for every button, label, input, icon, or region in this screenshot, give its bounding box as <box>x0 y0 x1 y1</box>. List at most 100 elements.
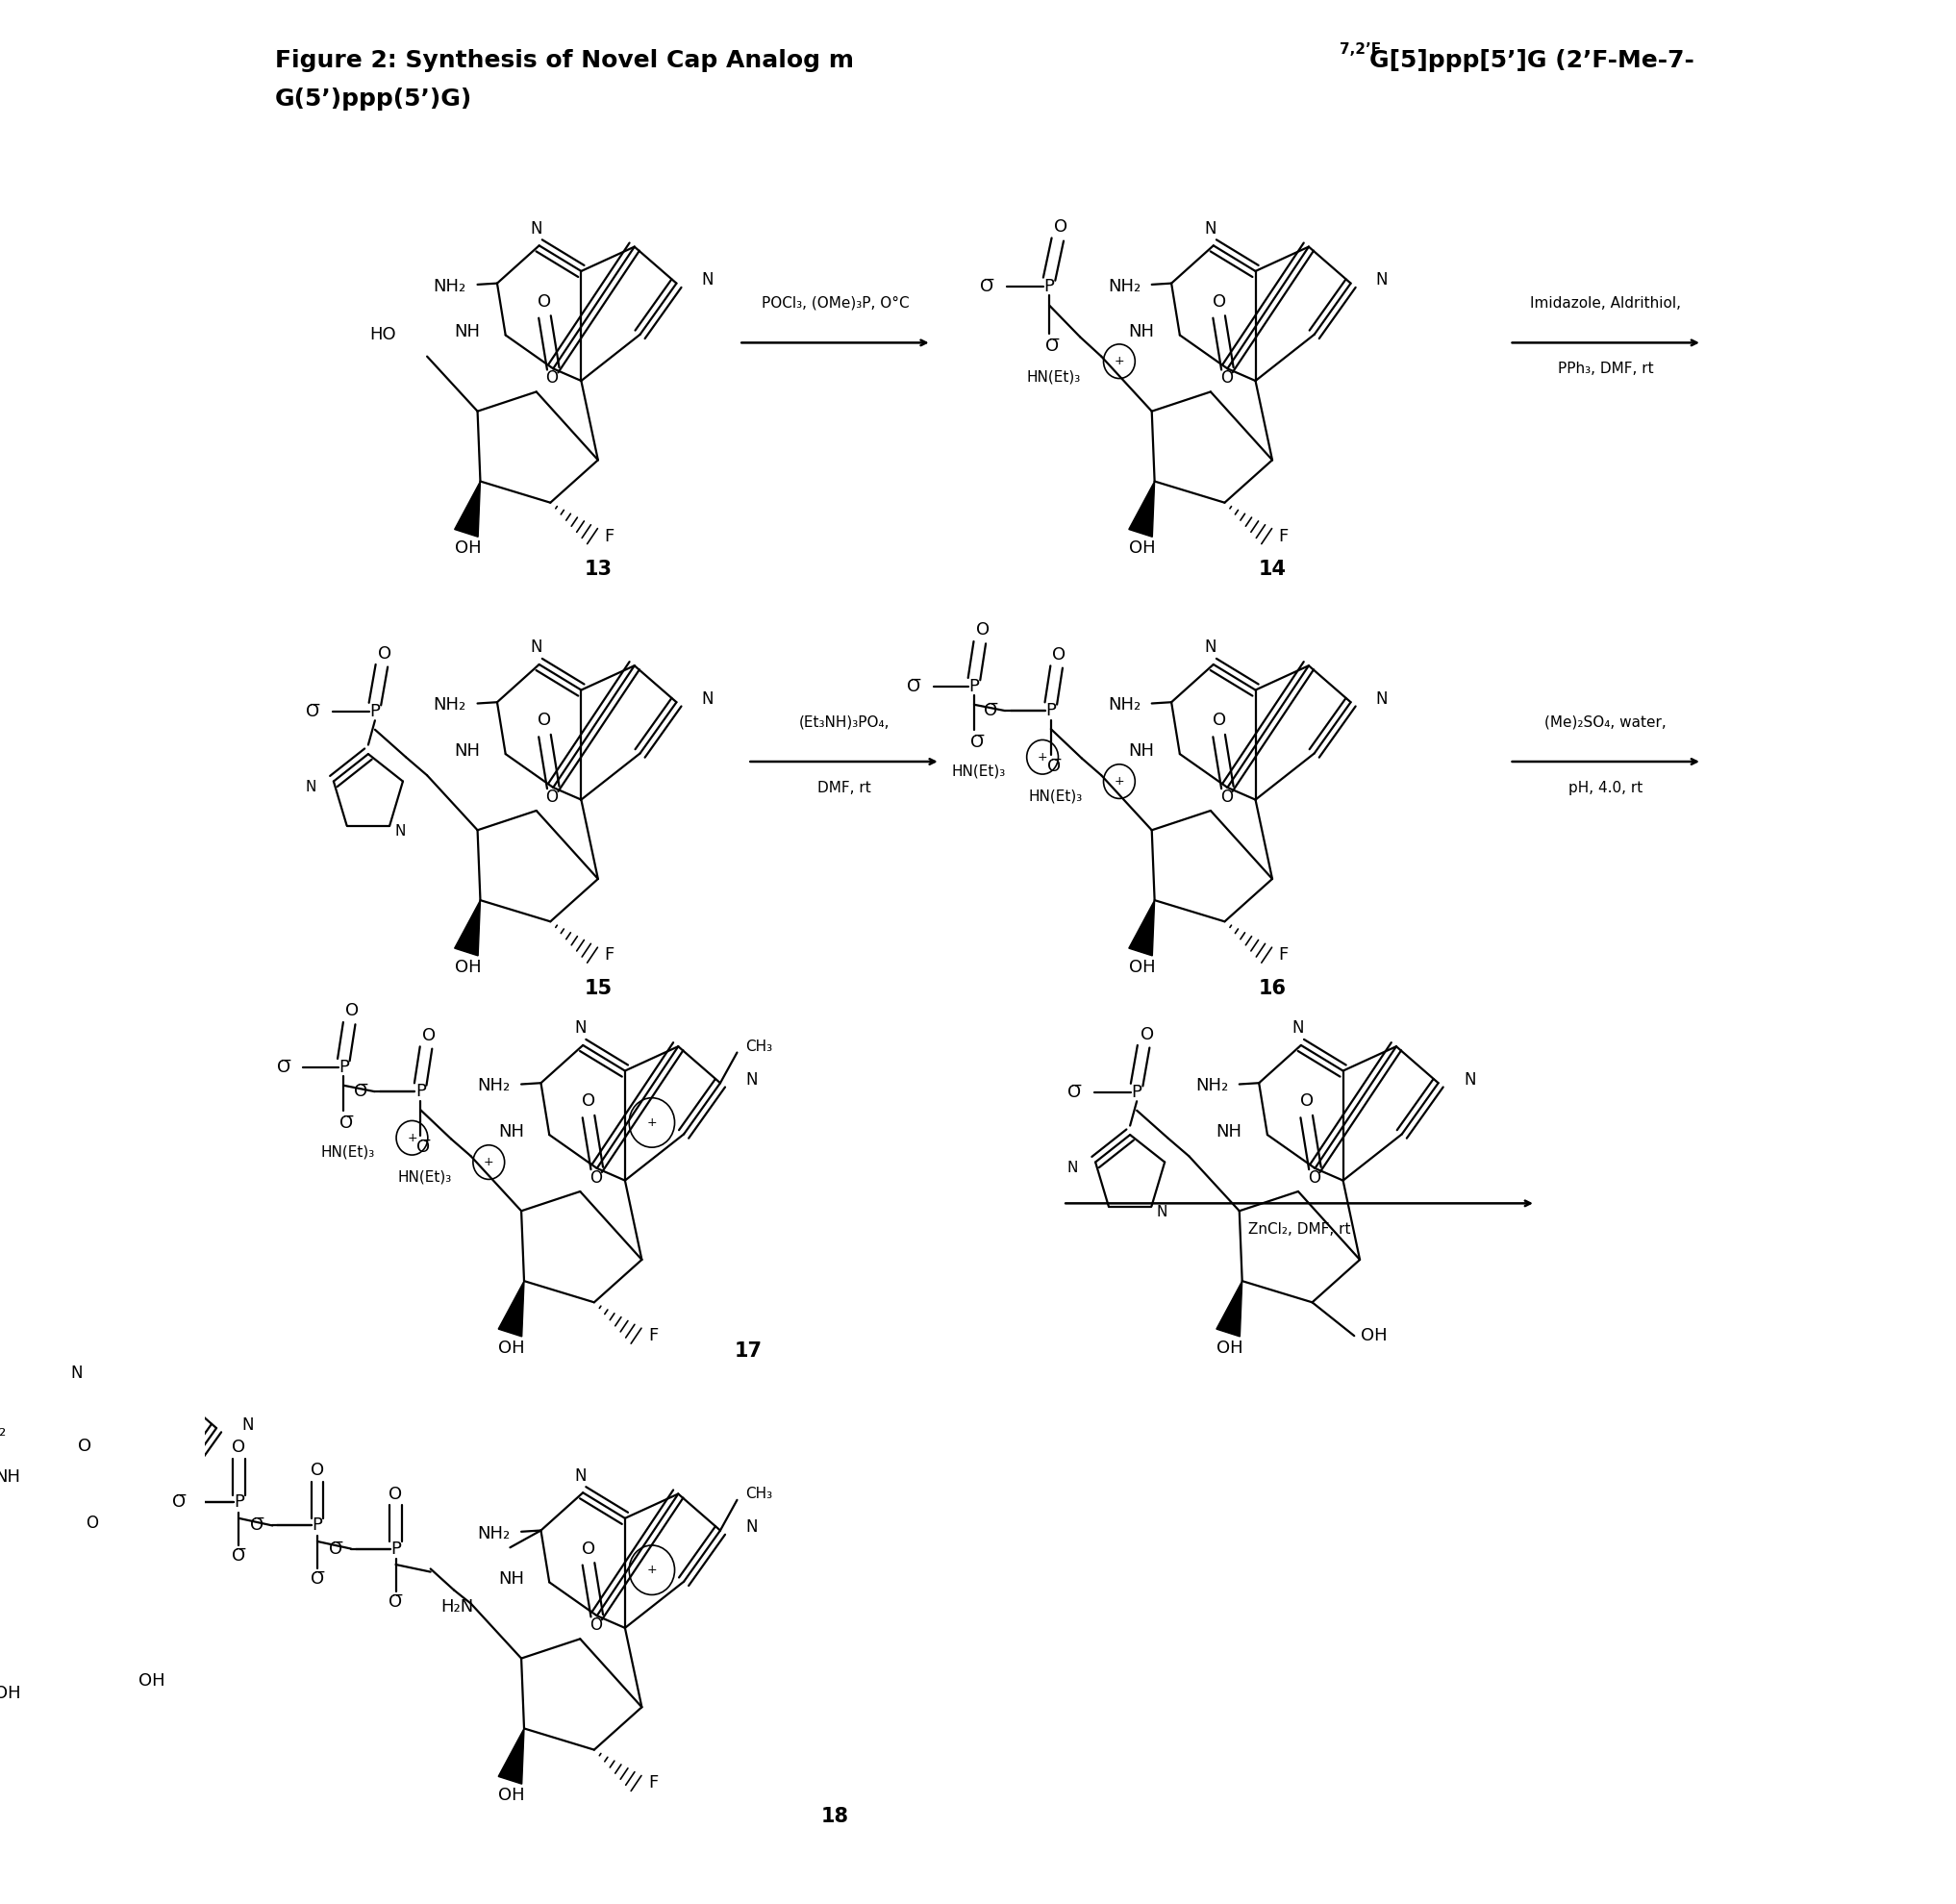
Text: F: F <box>1279 527 1289 545</box>
Text: N: N <box>1205 219 1217 238</box>
Text: N: N <box>745 1072 757 1089</box>
Text: N: N <box>305 781 317 794</box>
Text: O̅: O̅ <box>233 1548 246 1565</box>
Text: F: F <box>1279 946 1289 963</box>
Text: +: + <box>647 1563 657 1577</box>
Text: HN(Et)₃: HN(Et)₃ <box>1029 788 1082 803</box>
Text: O: O <box>1213 293 1226 310</box>
Text: NH₂: NH₂ <box>0 1422 6 1439</box>
Text: N: N <box>1293 1019 1305 1038</box>
Text: HN(Et)₃: HN(Et)₃ <box>321 1144 376 1160</box>
Text: P: P <box>1046 703 1056 720</box>
Text: N: N <box>1205 638 1217 657</box>
Text: N: N <box>702 272 714 289</box>
Text: N: N <box>530 219 542 238</box>
Text: O̅: O̅ <box>970 733 984 750</box>
Text: O: O <box>1213 712 1226 729</box>
Text: NH₂: NH₂ <box>1195 1078 1228 1095</box>
Text: O̅: O̅ <box>1045 337 1058 354</box>
Text: NH: NH <box>499 1123 524 1140</box>
Text: P: P <box>968 678 980 695</box>
Text: 18: 18 <box>822 1807 849 1826</box>
Text: pH, 4.0, rt: pH, 4.0, rt <box>1569 781 1643 796</box>
Text: NH: NH <box>1129 743 1154 760</box>
Text: NH₂: NH₂ <box>477 1525 511 1542</box>
Text: ZnCl₂, DMF, rt: ZnCl₂, DMF, rt <box>1248 1222 1350 1238</box>
Text: O: O <box>589 1616 602 1634</box>
Text: P: P <box>1133 1083 1142 1101</box>
Text: N: N <box>395 824 405 838</box>
Text: P: P <box>313 1517 323 1535</box>
Text: POCl₃, (OMe)₃P, O°C: POCl₃, (OMe)₃P, O°C <box>761 295 910 310</box>
Text: NH₂: NH₂ <box>434 278 466 295</box>
Text: O: O <box>1221 369 1232 387</box>
Text: NH₂: NH₂ <box>1107 278 1140 295</box>
Text: NH: NH <box>499 1571 524 1588</box>
Text: O̅: O̅ <box>305 703 319 720</box>
Text: N: N <box>702 691 714 708</box>
Text: OH: OH <box>139 1672 164 1689</box>
Text: N: N <box>243 1417 254 1434</box>
Text: NH: NH <box>454 743 481 760</box>
Text: N: N <box>1463 1072 1475 1089</box>
Text: O̅: O̅ <box>354 1083 368 1101</box>
Text: 7,2’F: 7,2’F <box>1340 42 1381 57</box>
Text: O: O <box>976 621 990 640</box>
Text: DMF, rt: DMF, rt <box>818 781 870 796</box>
Text: O̅: O̅ <box>311 1571 325 1588</box>
Text: OH: OH <box>0 1685 22 1702</box>
Text: O: O <box>1221 788 1232 805</box>
Text: HO: HO <box>370 326 397 345</box>
Text: +: + <box>1115 354 1125 367</box>
Text: O: O <box>378 645 391 663</box>
Text: (Me)₂SO₄, water,: (Me)₂SO₄, water, <box>1545 714 1667 729</box>
Text: O: O <box>581 1093 595 1110</box>
Text: P: P <box>338 1059 348 1076</box>
Text: O̅: O̅ <box>172 1495 186 1512</box>
Polygon shape <box>499 1281 524 1337</box>
Text: O: O <box>546 369 557 387</box>
Polygon shape <box>1129 901 1154 956</box>
Text: F: F <box>647 1775 657 1792</box>
Text: 15: 15 <box>585 979 612 998</box>
Text: NH: NH <box>0 1468 20 1485</box>
Text: OH: OH <box>1129 539 1156 558</box>
Text: OH: OH <box>454 958 481 977</box>
Polygon shape <box>499 1729 524 1784</box>
Text: F: F <box>604 527 614 545</box>
Text: O̅: O̅ <box>984 703 998 720</box>
Text: O̅: O̅ <box>417 1139 430 1156</box>
Text: HN(Et)₃: HN(Et)₃ <box>951 764 1005 779</box>
Text: Figure 2: Synthesis of Novel Cap Analog m: Figure 2: Synthesis of Novel Cap Analog … <box>274 50 853 72</box>
Text: O̅: O̅ <box>389 1594 403 1611</box>
Text: OH: OH <box>499 1339 524 1358</box>
Text: O: O <box>546 788 557 805</box>
Text: O: O <box>538 712 552 729</box>
Text: O: O <box>1140 1026 1154 1043</box>
Text: 16: 16 <box>1258 979 1287 998</box>
Text: OH: OH <box>1217 1339 1244 1358</box>
Text: G(5’)ppp(5’)G): G(5’)ppp(5’)G) <box>274 88 471 110</box>
Polygon shape <box>1217 1281 1242 1337</box>
Text: O: O <box>1054 219 1068 236</box>
Text: 13: 13 <box>585 560 612 579</box>
Text: N: N <box>1066 1161 1078 1175</box>
Text: O: O <box>1301 1093 1312 1110</box>
Text: O: O <box>538 293 552 310</box>
Text: N: N <box>70 1365 82 1382</box>
Text: NH: NH <box>1217 1123 1242 1140</box>
Text: HN(Et)₃: HN(Et)₃ <box>397 1169 452 1184</box>
Text: NH₂: NH₂ <box>434 697 466 714</box>
Text: P: P <box>370 703 379 720</box>
Text: G[5]ppp[5’]G (2’F-Me-7-: G[5]ppp[5’]G (2’F-Me-7- <box>1369 50 1694 72</box>
Text: +: + <box>407 1131 417 1144</box>
Text: Imidazole, Aldrithiol,: Imidazole, Aldrithiol, <box>1530 295 1682 310</box>
Text: F: F <box>647 1327 657 1344</box>
Text: +: + <box>647 1116 657 1129</box>
Text: OH: OH <box>499 1786 524 1805</box>
Text: OH: OH <box>1129 958 1156 977</box>
Text: N: N <box>1375 691 1389 708</box>
Text: OH: OH <box>1361 1327 1387 1344</box>
Polygon shape <box>454 901 481 956</box>
Polygon shape <box>0 1626 20 1681</box>
